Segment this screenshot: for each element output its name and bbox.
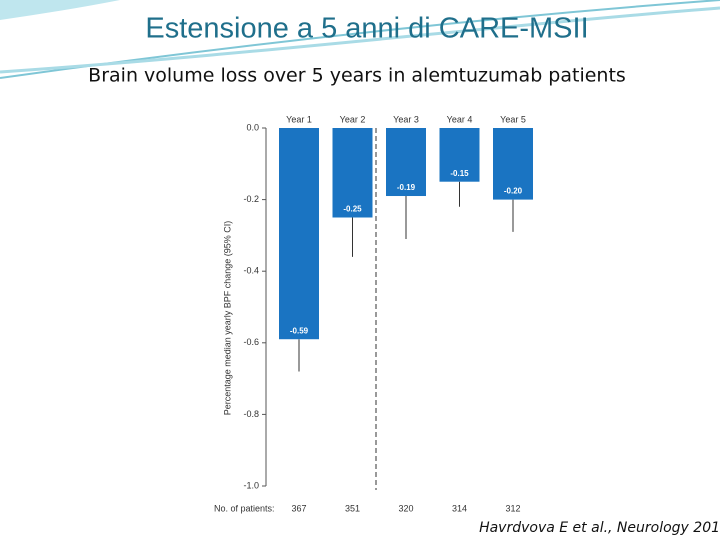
value-label: -0.15 xyxy=(450,169,469,178)
y-tick-label: 0.0 xyxy=(246,122,259,132)
patients-label: No. of patients: xyxy=(214,503,275,513)
bar xyxy=(439,128,480,182)
patient-count: 312 xyxy=(505,503,520,513)
bar xyxy=(332,128,373,218)
bar xyxy=(493,128,533,200)
value-label: -0.19 xyxy=(397,183,416,192)
decor-corner xyxy=(0,0,120,20)
y-tick-label: -0.4 xyxy=(243,266,259,276)
y-tick-label: -1.0 xyxy=(243,480,259,490)
y-tick-label: -0.8 xyxy=(243,409,259,419)
value-label: -0.25 xyxy=(343,205,362,214)
y-axis-label: Percentage median yearly BPF change (95%… xyxy=(222,221,232,416)
x-tick-label: Year 5 xyxy=(500,114,526,124)
x-tick-label: Year 4 xyxy=(447,114,473,124)
y-tick-label: -0.6 xyxy=(243,337,259,347)
value-label: -0.59 xyxy=(290,326,309,335)
slide-title: Estensione a 5 anni di CARE-MSII xyxy=(145,13,588,45)
bar xyxy=(279,128,319,340)
citation: Havrdvova E et al., Neurology 2017 xyxy=(479,520,720,536)
value-label: -0.20 xyxy=(504,187,523,196)
bar xyxy=(386,128,426,197)
x-tick-label: Year 1 xyxy=(286,114,312,124)
x-tick-label: Year 2 xyxy=(340,114,366,124)
chart-title: Brain volume loss over 5 years in alemtu… xyxy=(88,65,626,87)
patient-count: 367 xyxy=(291,503,306,513)
decor-swoosh xyxy=(0,6,720,74)
y-tick-label: -0.2 xyxy=(243,194,259,204)
patient-count: 320 xyxy=(398,503,413,513)
patient-count: 314 xyxy=(452,503,467,513)
patient-count: 351 xyxy=(345,503,360,513)
x-tick-label: Year 3 xyxy=(393,114,419,124)
